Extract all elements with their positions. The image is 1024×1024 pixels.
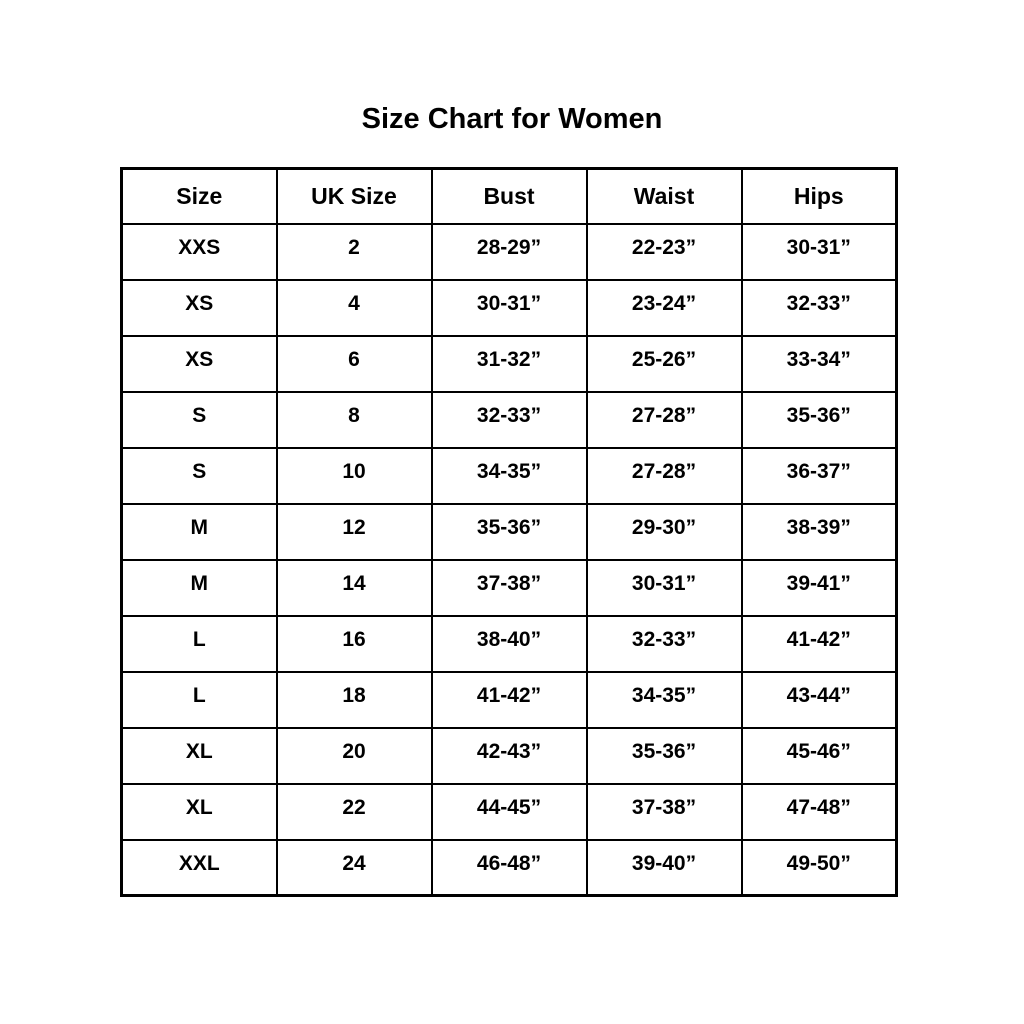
table-cell: 30-31” xyxy=(740,222,898,281)
column-header-bust: Bust xyxy=(430,167,588,225)
table-cell: 27-28” xyxy=(585,446,743,505)
table-header: Size UK Size Bust Waist Hips xyxy=(120,167,898,225)
table-cell: 18 xyxy=(275,670,433,729)
table-row: XL 22 44-45” 37-38” 47-48” xyxy=(120,782,898,841)
table-cell: 31-32” xyxy=(430,334,588,393)
table-cell: 29-30” xyxy=(585,502,743,561)
table-row: S 10 34-35” 27-28” 36-37” xyxy=(120,446,898,505)
table-row: XS 6 31-32” 25-26” 33-34” xyxy=(120,334,898,393)
table-cell: 39-40” xyxy=(585,838,743,897)
table-cell: 32-33” xyxy=(740,278,898,337)
table-row: XL 20 42-43” 35-36” 45-46” xyxy=(120,726,898,785)
column-header-size: Size xyxy=(120,167,278,225)
table-cell: L xyxy=(120,670,278,729)
table-cell: 6 xyxy=(275,334,433,393)
table-cell: 30-31” xyxy=(585,558,743,617)
table-cell: 16 xyxy=(275,614,433,673)
table-cell: 43-44” xyxy=(740,670,898,729)
table-cell: 4 xyxy=(275,278,433,337)
table-row: M 14 37-38” 30-31” 39-41” xyxy=(120,558,898,617)
table-cell: 47-48” xyxy=(740,782,898,841)
table-cell: XXL xyxy=(120,838,278,897)
table-cell: M xyxy=(120,502,278,561)
table-body: XXS 2 28-29” 22-23” 30-31” XS 4 30-31” 23-24” 32-… xyxy=(120,222,898,897)
column-header-hips: Hips xyxy=(740,167,898,225)
table-cell: 45-46” xyxy=(740,726,898,785)
table-cell: 10 xyxy=(275,446,433,505)
table-cell: 41-42” xyxy=(430,670,588,729)
table-cell: 30-31” xyxy=(430,278,588,337)
table-cell: 36-37” xyxy=(740,446,898,505)
table-cell: 35-36” xyxy=(585,726,743,785)
table-cell: M xyxy=(120,558,278,617)
table-cell: 14 xyxy=(275,558,433,617)
table-cell: 28-29” xyxy=(430,222,588,281)
table-cell: 44-45” xyxy=(430,782,588,841)
table-row: XXL 24 46-48” 39-40” 49-50” xyxy=(120,838,898,897)
table-cell: 25-26” xyxy=(585,334,743,393)
table-row: L 16 38-40” 32-33” 41-42” xyxy=(120,614,898,673)
column-header-waist: Waist xyxy=(585,167,743,225)
table-cell: XS xyxy=(120,334,278,393)
table-cell: 2 xyxy=(275,222,433,281)
table-cell: 32-33” xyxy=(430,390,588,449)
table-cell: 33-34” xyxy=(740,334,898,393)
table-cell: XXS xyxy=(120,222,278,281)
table-cell: 34-35” xyxy=(430,446,588,505)
table-row: M 12 35-36” 29-30” 38-39” xyxy=(120,502,898,561)
table-cell: 46-48” xyxy=(430,838,588,897)
table-cell: 37-38” xyxy=(430,558,588,617)
table-cell: S xyxy=(120,446,278,505)
table-cell: XL xyxy=(120,782,278,841)
table-cell: XS xyxy=(120,278,278,337)
table-cell: 32-33” xyxy=(585,614,743,673)
table-cell: 35-36” xyxy=(430,502,588,561)
table-cell: 35-36” xyxy=(740,390,898,449)
table-row: XXS 2 28-29” 22-23” 30-31” xyxy=(120,222,898,281)
page-title: Size Chart for Women xyxy=(361,103,663,135)
table-cell: 24 xyxy=(275,838,433,897)
table-row: XS 4 30-31” 23-24” 32-33” xyxy=(120,278,898,337)
column-header-uk-size: UK Size xyxy=(275,167,433,225)
table-cell: 8 xyxy=(275,390,433,449)
table-row: L 18 41-42” 34-35” 43-44” xyxy=(120,670,898,729)
table-cell: 38-40” xyxy=(430,614,588,673)
table-cell: 38-39” xyxy=(740,502,898,561)
table-cell: 12 xyxy=(275,502,433,561)
table-cell: 49-50” xyxy=(740,838,898,897)
table-cell: 34-35” xyxy=(585,670,743,729)
table-cell: S xyxy=(120,390,278,449)
header-row: Size UK Size Bust Waist Hips xyxy=(120,167,898,225)
table-cell: L xyxy=(120,614,278,673)
table-cell: 22 xyxy=(275,782,433,841)
table-cell: 23-24” xyxy=(585,278,743,337)
table-row: S 8 32-33” 27-28” 35-36” xyxy=(120,390,898,449)
table-cell: 42-43” xyxy=(430,726,588,785)
table-cell: 37-38” xyxy=(585,782,743,841)
table-cell: 41-42” xyxy=(740,614,898,673)
table-cell: 39-41” xyxy=(740,558,898,617)
table-cell: XL xyxy=(120,726,278,785)
size-chart-table: Size UK Size Bust Waist Hips XXS 2 28-29” 22-23… xyxy=(120,167,898,897)
table-cell: 20 xyxy=(275,726,433,785)
table-cell: 22-23” xyxy=(585,222,743,281)
table-cell: 27-28” xyxy=(585,390,743,449)
